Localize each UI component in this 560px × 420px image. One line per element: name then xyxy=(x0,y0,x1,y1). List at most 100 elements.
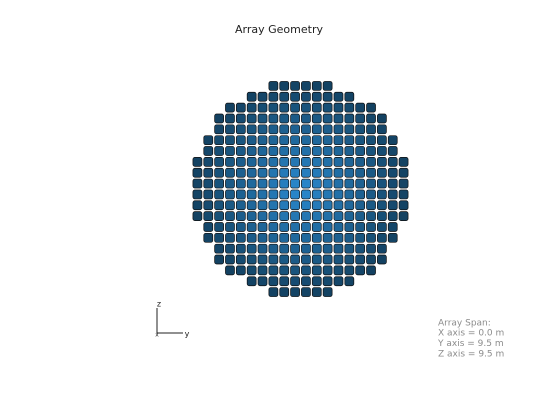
array-element xyxy=(268,157,279,167)
array-element xyxy=(366,232,376,243)
array-element xyxy=(203,178,214,189)
array-element xyxy=(279,200,290,211)
array-element xyxy=(355,167,366,178)
array-element xyxy=(355,157,366,167)
array-element xyxy=(301,91,311,102)
array-element xyxy=(214,178,224,189)
array-element xyxy=(290,287,300,297)
array-element xyxy=(387,178,398,189)
array-element xyxy=(387,200,398,211)
array-element xyxy=(225,232,235,243)
array-element xyxy=(355,124,366,135)
array-element xyxy=(366,113,376,124)
array-element xyxy=(311,243,322,254)
array-element xyxy=(257,178,268,189)
array-element xyxy=(322,146,333,156)
array-element xyxy=(290,178,300,189)
array-element xyxy=(225,222,235,232)
array-element xyxy=(311,124,322,135)
array-element xyxy=(377,135,387,146)
array-element xyxy=(366,178,376,189)
array-element xyxy=(246,232,257,243)
array-element xyxy=(322,287,333,297)
array-element xyxy=(246,91,257,102)
array-element xyxy=(225,178,235,189)
array-element xyxy=(344,200,355,211)
array-element xyxy=(246,178,257,189)
array-element xyxy=(235,200,246,211)
array-element xyxy=(311,135,322,146)
array-element xyxy=(333,232,344,243)
array-element xyxy=(225,189,235,200)
array-element xyxy=(301,243,311,254)
array-element xyxy=(333,167,344,178)
array-element xyxy=(344,254,355,265)
array-element xyxy=(301,157,311,167)
array-element xyxy=(235,265,246,276)
array-element xyxy=(366,135,376,146)
array-element xyxy=(355,232,366,243)
array-element xyxy=(366,265,376,276)
array-element xyxy=(377,113,387,124)
array-element xyxy=(301,146,311,156)
array-element xyxy=(279,124,290,135)
array-element xyxy=(235,167,246,178)
array-element xyxy=(301,178,311,189)
array-element xyxy=(246,243,257,254)
array-element xyxy=(344,189,355,200)
array-element xyxy=(311,232,322,243)
array-element xyxy=(333,211,344,221)
array-element xyxy=(235,146,246,156)
array-element xyxy=(322,222,333,232)
array-element xyxy=(225,211,235,221)
array-element xyxy=(279,135,290,146)
array-element xyxy=(311,178,322,189)
array-element xyxy=(268,146,279,156)
array-element xyxy=(235,254,246,265)
array-element xyxy=(257,200,268,211)
array-element xyxy=(333,124,344,135)
array-element xyxy=(377,254,387,265)
array-element xyxy=(377,232,387,243)
array-element xyxy=(301,167,311,178)
array-element xyxy=(398,167,409,178)
array-element xyxy=(290,276,300,287)
array-element xyxy=(333,222,344,232)
array-element xyxy=(355,113,366,124)
array-element xyxy=(235,178,246,189)
array-element xyxy=(203,232,214,243)
array-element xyxy=(279,232,290,243)
array-element xyxy=(311,157,322,167)
array-element xyxy=(387,135,398,146)
array-element xyxy=(290,243,300,254)
array-element xyxy=(387,232,398,243)
array-element xyxy=(192,200,203,211)
array-element xyxy=(214,146,224,156)
array-element xyxy=(246,113,257,124)
array-element xyxy=(192,167,203,178)
array-element xyxy=(355,102,366,113)
array-element xyxy=(203,167,214,178)
array-element xyxy=(257,265,268,276)
array-element xyxy=(290,146,300,156)
array-element xyxy=(290,222,300,232)
array-element xyxy=(333,135,344,146)
array-element xyxy=(387,157,398,167)
array-element xyxy=(366,102,376,113)
span-line: Y axis = 9.5 m xyxy=(437,339,504,349)
array-element xyxy=(235,222,246,232)
array-element xyxy=(225,265,235,276)
array-element xyxy=(257,91,268,102)
array-element xyxy=(355,189,366,200)
array-element xyxy=(268,243,279,254)
array-element xyxy=(398,211,409,221)
array-element xyxy=(268,265,279,276)
array-element xyxy=(311,91,322,102)
array-element xyxy=(311,102,322,113)
array-element xyxy=(279,81,290,91)
array-element xyxy=(235,232,246,243)
array-element xyxy=(387,211,398,221)
array-element xyxy=(257,254,268,265)
array-element xyxy=(387,146,398,156)
array-element xyxy=(246,254,257,265)
